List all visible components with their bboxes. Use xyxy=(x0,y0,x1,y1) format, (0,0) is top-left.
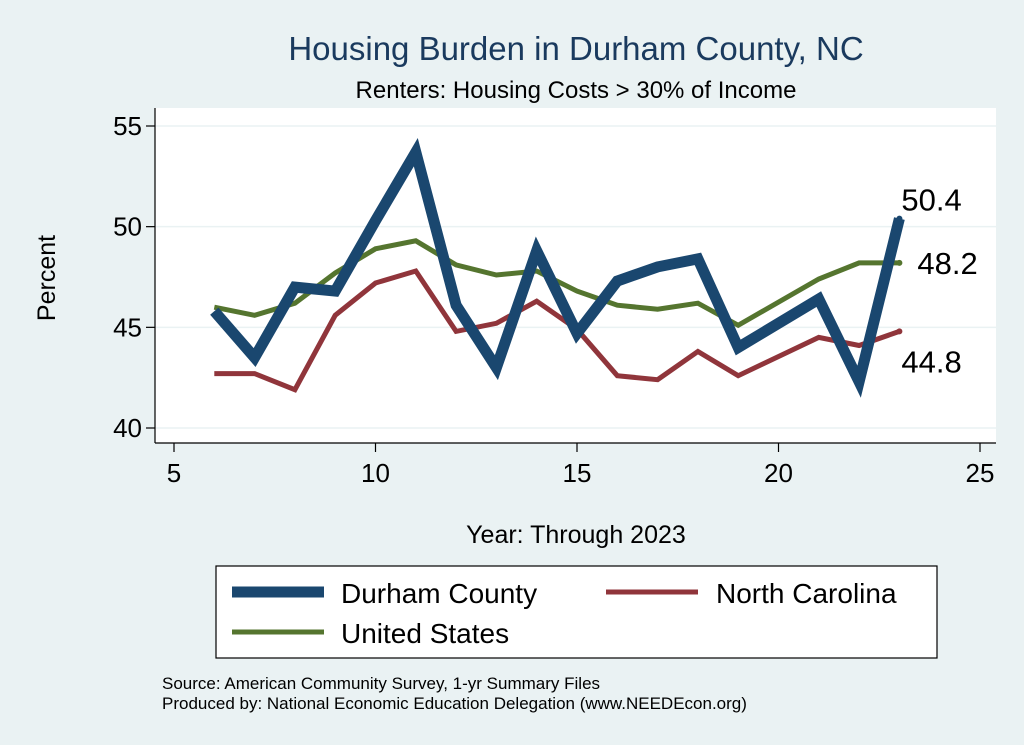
plot-area xyxy=(155,108,996,443)
y-axis-title: Percent xyxy=(33,235,61,321)
end-labels: 50.4 44.8 48.2 xyxy=(901,183,977,380)
series-line-north-carolina xyxy=(214,268,901,393)
series-end-point-durham-county xyxy=(896,215,903,222)
x-axis-title: Year: Through 2023 xyxy=(466,521,686,549)
chart-title: Housing Burden in Durham County, NC xyxy=(288,30,863,67)
source-line-1: Source: American Community Survey, 1-yr … xyxy=(162,674,600,693)
x-tick-label-25: 25 xyxy=(966,458,995,488)
series-line-durham-county xyxy=(210,138,905,398)
legend-label-durham: Durham County xyxy=(341,578,537,609)
y-tick-label-40: 40 xyxy=(113,413,142,443)
y-tick-label-45: 45 xyxy=(113,312,142,342)
x-tick-label-10: 10 xyxy=(361,458,390,488)
x-tick-label-20: 20 xyxy=(764,458,793,488)
x-tick-label-5: 5 xyxy=(167,458,181,488)
end-label-united-states: 48.2 xyxy=(917,246,977,281)
legend-label-nc: North Carolina xyxy=(716,578,897,609)
axes xyxy=(154,108,996,444)
x-tick-label-15: 15 xyxy=(563,458,592,488)
source-line-2: Produced by: National Economic Education… xyxy=(162,694,747,713)
grid-lines xyxy=(155,125,996,429)
legend: Durham County North Carolina United Stat… xyxy=(215,565,938,659)
legend-label-us: United States xyxy=(341,618,509,649)
series-lines xyxy=(210,138,905,398)
end-label-durham-county: 50.4 xyxy=(901,183,961,218)
series-end-point-north-carolina xyxy=(896,328,903,335)
legend-box xyxy=(215,565,938,659)
end-label-north-carolina: 44.8 xyxy=(901,344,961,379)
series-end-point-united-states xyxy=(896,259,903,266)
y-tick-label-50: 50 xyxy=(113,212,142,242)
series-line-united-states xyxy=(213,238,900,329)
y-tick-label-55: 55 xyxy=(113,111,142,141)
chart-subtitle: Renters: Housing Costs > 30% of Income xyxy=(356,77,797,104)
